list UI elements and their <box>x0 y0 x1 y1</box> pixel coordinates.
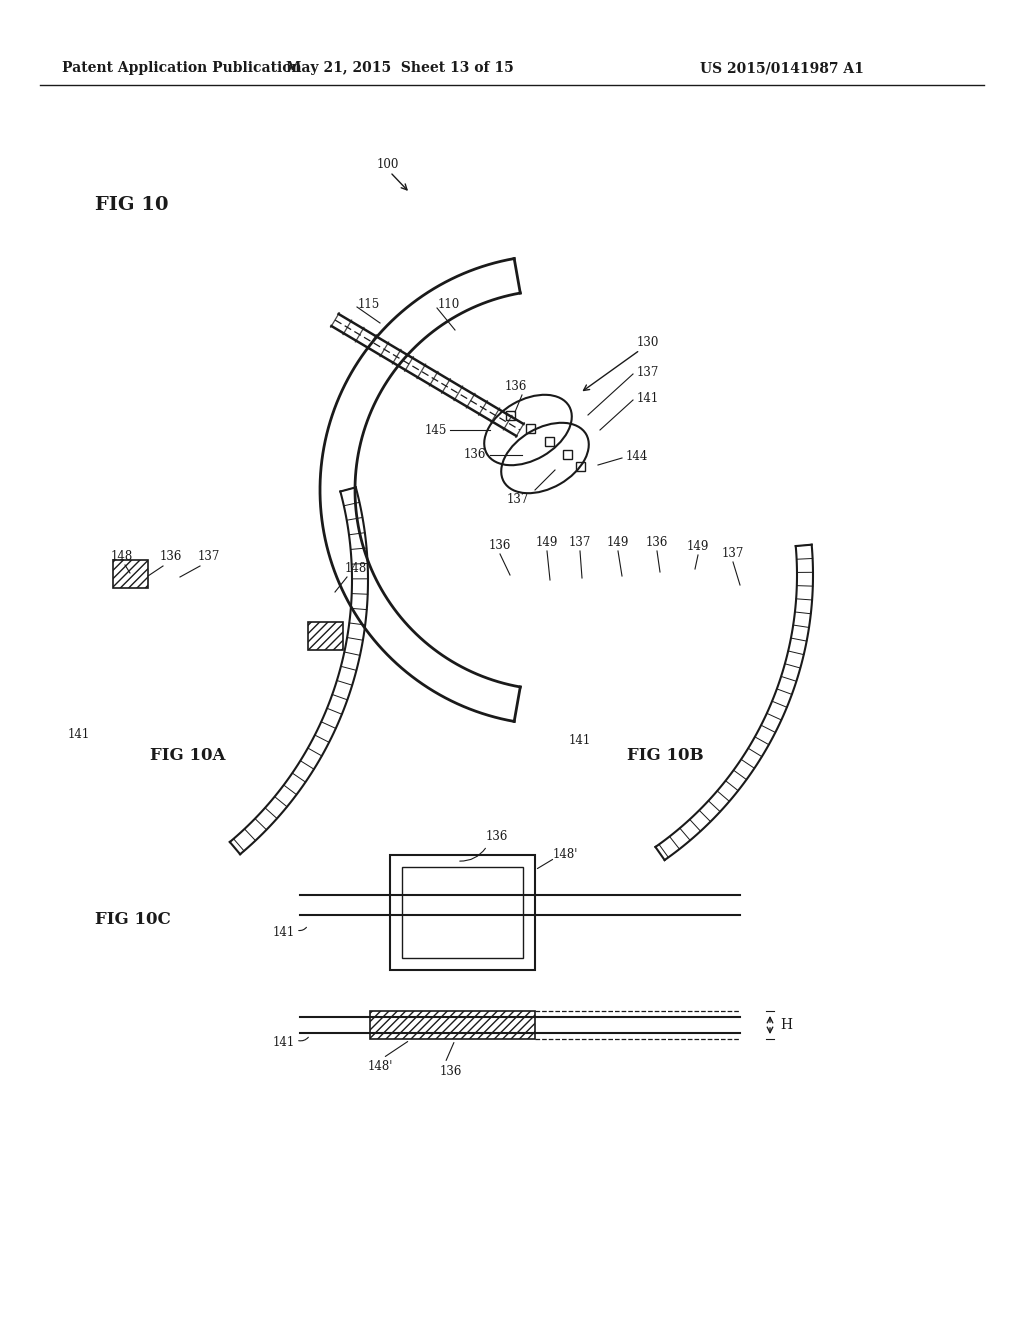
Bar <box>307 622 342 649</box>
Text: Patent Application Publication: Patent Application Publication <box>62 61 302 75</box>
Text: 136: 136 <box>646 536 669 549</box>
Text: 136: 136 <box>440 1065 463 1078</box>
Text: 137: 137 <box>507 492 529 506</box>
Text: 145: 145 <box>425 424 447 437</box>
Bar <box>545 437 554 446</box>
Text: 148': 148' <box>368 1060 392 1073</box>
Text: 148': 148' <box>553 849 579 862</box>
Text: 141: 141 <box>569 734 591 747</box>
Text: 110: 110 <box>438 298 460 312</box>
Text: 137: 137 <box>198 550 220 564</box>
Text: FIG 10C: FIG 10C <box>95 912 171 928</box>
Bar <box>402 867 523 958</box>
Text: 148: 148 <box>111 550 133 564</box>
Text: US 2015/0141987 A1: US 2015/0141987 A1 <box>700 61 864 75</box>
Text: 100: 100 <box>377 157 399 170</box>
Text: FIG 10A: FIG 10A <box>151 747 225 763</box>
Bar <box>113 560 147 587</box>
Text: 141: 141 <box>272 925 295 939</box>
Text: 141: 141 <box>637 392 659 404</box>
Text: 137: 137 <box>722 546 744 560</box>
Text: 137: 137 <box>568 536 591 549</box>
Text: 136: 136 <box>505 380 527 393</box>
Bar <box>370 1011 535 1039</box>
Text: 148: 148 <box>345 562 368 576</box>
Text: 136: 136 <box>486 830 508 843</box>
Text: 136: 136 <box>488 539 511 552</box>
Text: 144: 144 <box>626 450 648 462</box>
Bar <box>575 462 585 470</box>
Text: 136: 136 <box>160 550 182 564</box>
Text: H: H <box>780 1018 792 1032</box>
Text: 141: 141 <box>68 729 90 742</box>
Text: FIG 10: FIG 10 <box>95 195 169 214</box>
Text: 149: 149 <box>607 536 629 549</box>
Text: FIG 10B: FIG 10B <box>627 747 703 763</box>
Text: 149: 149 <box>687 540 710 553</box>
Bar <box>562 450 571 458</box>
Text: 130: 130 <box>637 337 659 350</box>
Text: 136: 136 <box>464 449 486 462</box>
Bar <box>525 424 535 433</box>
Text: 115: 115 <box>358 298 380 312</box>
Text: 141: 141 <box>272 1035 295 1048</box>
Bar <box>390 855 535 970</box>
Text: 137: 137 <box>637 366 659 379</box>
Bar <box>506 411 514 420</box>
Text: May 21, 2015  Sheet 13 of 15: May 21, 2015 Sheet 13 of 15 <box>286 61 514 75</box>
Text: 149: 149 <box>536 536 558 549</box>
